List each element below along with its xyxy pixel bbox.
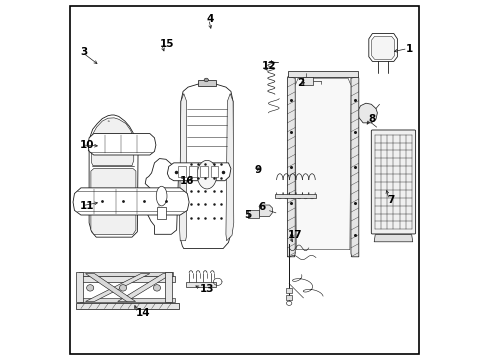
Text: 6: 6 — [258, 202, 265, 212]
Polygon shape — [88, 143, 96, 151]
Text: 10: 10 — [80, 140, 95, 150]
Text: 2: 2 — [296, 78, 304, 88]
Ellipse shape — [156, 186, 166, 206]
FancyBboxPatch shape — [370, 130, 415, 234]
Polygon shape — [371, 36, 394, 59]
Ellipse shape — [203, 78, 208, 82]
Polygon shape — [73, 188, 189, 215]
Polygon shape — [287, 71, 357, 77]
Text: 11: 11 — [80, 201, 95, 211]
Polygon shape — [295, 78, 350, 249]
Ellipse shape — [119, 285, 126, 291]
Polygon shape — [259, 205, 272, 216]
Ellipse shape — [153, 285, 160, 291]
Polygon shape — [88, 134, 156, 155]
Bar — [80, 272, 173, 276]
Bar — [210, 166, 218, 177]
Ellipse shape — [86, 285, 94, 291]
Polygon shape — [89, 115, 138, 237]
Polygon shape — [85, 274, 149, 301]
Text: 8: 8 — [368, 113, 375, 123]
Text: 4: 4 — [206, 14, 214, 24]
Bar — [178, 166, 186, 177]
Bar — [274, 194, 315, 198]
Ellipse shape — [197, 160, 216, 189]
Polygon shape — [373, 235, 412, 242]
Polygon shape — [180, 82, 233, 249]
Polygon shape — [368, 33, 397, 62]
Bar — [285, 288, 291, 293]
Bar — [80, 298, 175, 302]
Text: 5: 5 — [244, 210, 251, 220]
Polygon shape — [179, 94, 186, 241]
Bar — [185, 282, 216, 287]
Polygon shape — [357, 103, 377, 123]
Bar — [78, 276, 175, 282]
Polygon shape — [76, 272, 83, 302]
Bar — [200, 166, 207, 177]
Ellipse shape — [286, 301, 291, 305]
Text: 7: 7 — [386, 195, 394, 204]
Bar — [247, 210, 258, 217]
Text: 3: 3 — [80, 47, 87, 57]
Text: 16: 16 — [179, 176, 194, 186]
Polygon shape — [167, 163, 230, 181]
Text: 9: 9 — [254, 165, 261, 175]
Polygon shape — [91, 168, 136, 234]
Bar — [303, 77, 313, 85]
Text: 17: 17 — [287, 230, 302, 240]
Text: 1: 1 — [405, 44, 412, 54]
Bar — [157, 207, 165, 219]
Polygon shape — [145, 158, 178, 234]
Bar — [285, 296, 291, 300]
Bar — [198, 80, 216, 86]
Polygon shape — [165, 272, 172, 302]
Polygon shape — [85, 274, 135, 301]
Text: 15: 15 — [159, 39, 174, 49]
Bar — [189, 166, 197, 177]
Text: 12: 12 — [261, 61, 276, 71]
Polygon shape — [287, 76, 295, 257]
Polygon shape — [350, 76, 358, 257]
Polygon shape — [118, 274, 172, 301]
Text: 13: 13 — [200, 284, 214, 294]
Polygon shape — [225, 94, 233, 241]
Text: 14: 14 — [135, 308, 150, 318]
Bar — [76, 303, 179, 309]
Polygon shape — [91, 118, 134, 166]
